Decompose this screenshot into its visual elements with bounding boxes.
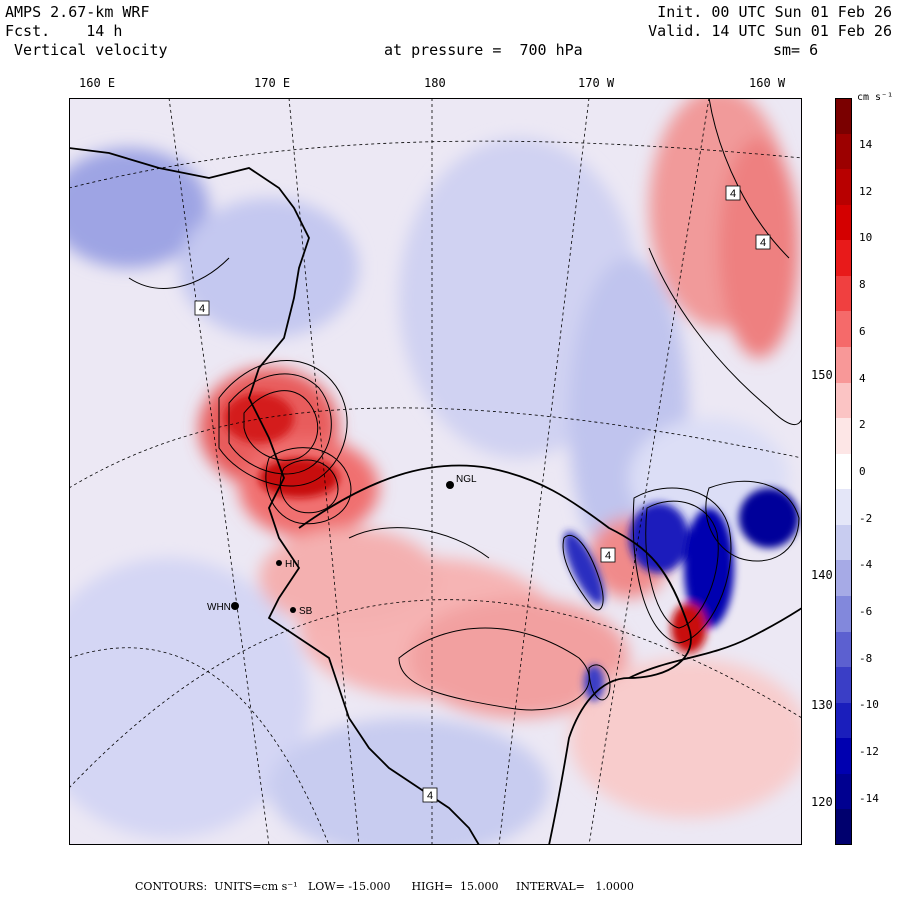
smoothing-value: sm= 6 (773, 41, 819, 59)
colorbar-swatch (835, 275, 852, 312)
map-frame (69, 98, 802, 845)
colorbar (835, 98, 852, 846)
contour-label-text: 4 4 4 4 4 (199, 188, 766, 802)
lon-label-170w: 170 W (578, 76, 615, 90)
contour-label: 4 (427, 790, 433, 802)
colorbar-swatch (835, 418, 852, 455)
field-name: Vertical velocity (5, 41, 168, 59)
colorbar-swatch (835, 347, 852, 384)
colorbar-tick-label: -4 (859, 558, 873, 572)
colorbar-tick-label: -14 (859, 791, 879, 805)
contour-info-footer: CONTOURS: UNITS=cm s⁻¹ LOW= -15.000 HIGH… (135, 880, 634, 893)
colorbar-swatch (835, 133, 852, 170)
colorbar-swatch (835, 204, 852, 241)
colorbar-swatch (835, 98, 852, 135)
station-labels: NGL WHN HN SB (207, 474, 477, 617)
header-right: Init. 00 UTC Sun 01 Feb 26 Valid. 14 UTC … (648, 3, 892, 41)
colorbar-tick-label: 14 (859, 138, 873, 151)
colorbar-tick-label: -10 (859, 698, 879, 712)
colorbar-tick-label: 12 (859, 184, 873, 198)
colorbar-swatch (835, 596, 852, 633)
colorbar-swatch (835, 382, 852, 419)
station-hn-label: HN (285, 559, 299, 570)
lon-label-180: 180 (424, 76, 446, 90)
lon-label-160w: 160 W (749, 76, 786, 90)
station-ngl-marker (446, 481, 454, 489)
velocity-field (69, 98, 802, 845)
colorbar-tick-label: -12 (859, 745, 879, 759)
colorbar-swatch (835, 169, 852, 206)
colorbar-swatch (835, 489, 852, 526)
colorbar-frame (835, 98, 852, 845)
station-sb-label: SB (299, 606, 313, 617)
valid-time: Valid. 14 UTC Sun 01 Feb 26 (648, 22, 892, 40)
colorbar-swatch (835, 702, 852, 739)
contour-label: 4 (199, 303, 205, 315)
contour-label-boxes (194, 185, 771, 803)
contour-lines (128, 98, 802, 711)
colorbar-swatch (835, 311, 852, 348)
colorbar-swatch (835, 524, 852, 561)
pressure-level: at pressure = 700 hPa (384, 41, 583, 59)
colorbar-tick-label: 10 (859, 231, 873, 245)
coastline (69, 147, 802, 845)
lon-label-160e: 160 E (79, 76, 116, 90)
forecast-hour: Fcst. 14 h (5, 22, 123, 40)
colorbar-swatch (835, 453, 852, 490)
colorbar-unit: cm s⁻¹ (857, 92, 894, 103)
colorbar-tick-label: -6 (859, 605, 873, 618)
station-whn-label: WHN (207, 602, 231, 613)
graticule (69, 98, 802, 845)
colorbar-tick-label: 0 (859, 464, 866, 478)
vertical-velocity-map: 4 4 4 4 4 NGL WHN HN SB (69, 98, 802, 845)
header-left: AMPS 2.67-km WRF Fcst. 14 h Vertical velo… (5, 3, 168, 60)
colorbar-swatch (835, 631, 852, 668)
station-hn-marker (276, 560, 282, 566)
colorbar-swatch (835, 667, 852, 704)
contour-label: 4 (730, 188, 736, 200)
colorbar-swatch (835, 240, 852, 277)
contour-label: 4 (760, 237, 766, 249)
station-ngl-label: NGL (456, 474, 477, 485)
lon-label-170e: 170 E (254, 76, 291, 90)
init-time: Init. 00 UTC Sun 01 Feb 26 (657, 3, 892, 21)
colorbar-swatch (835, 560, 852, 597)
colorbar-tick-label: 2 (859, 418, 866, 432)
station-sb-marker (290, 607, 296, 613)
station-markers (231, 481, 454, 613)
colorbar-tick-label: 8 (859, 278, 866, 292)
colorbar-swatch (835, 738, 852, 775)
model-title: AMPS 2.67-km WRF (5, 3, 150, 21)
colorbar-tick-label: 6 (859, 324, 866, 338)
colorbar-tick-label: -2 (859, 511, 873, 525)
station-whn-marker (231, 602, 239, 610)
colorbar-swatch (835, 809, 852, 846)
colorbar-swatch (835, 773, 852, 810)
contour-label: 4 (605, 550, 611, 562)
colorbar-tick-label: -8 (859, 651, 873, 665)
colorbar-tick-label: 4 (859, 371, 866, 385)
